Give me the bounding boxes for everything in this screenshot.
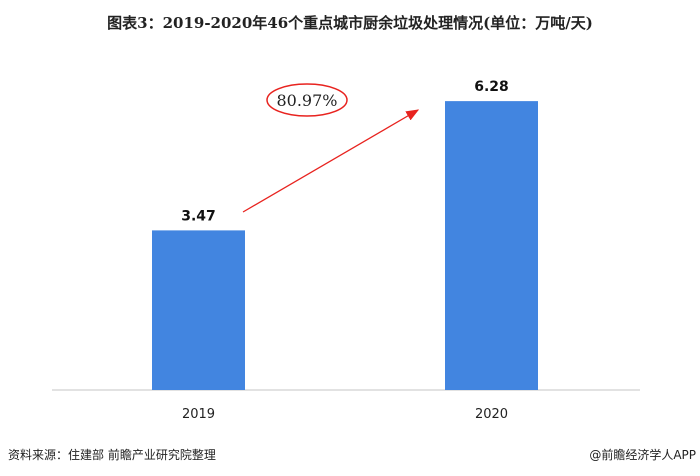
growth-annotation: 80.97% bbox=[276, 91, 337, 110]
credit-note: @前瞻经济学人APP bbox=[589, 448, 696, 462]
data-label: 3.47 bbox=[181, 208, 216, 224]
annotation-ellipse bbox=[266, 83, 348, 117]
data-label: 6.28 bbox=[474, 79, 509, 95]
bar-2020 bbox=[445, 101, 538, 391]
growth-arrow bbox=[242, 109, 420, 213]
bar-2019 bbox=[152, 230, 245, 390]
source-note: 资料来源：住建部 前瞻产业研究院整理 bbox=[8, 448, 216, 462]
chart-title: 图表3：2019-2020年46个重点城市厨余垃圾处理情况(单位：万吨/天) bbox=[107, 14, 593, 32]
x-tick-label: 2020 bbox=[475, 407, 508, 422]
x-tick-label: 2019 bbox=[182, 407, 215, 422]
